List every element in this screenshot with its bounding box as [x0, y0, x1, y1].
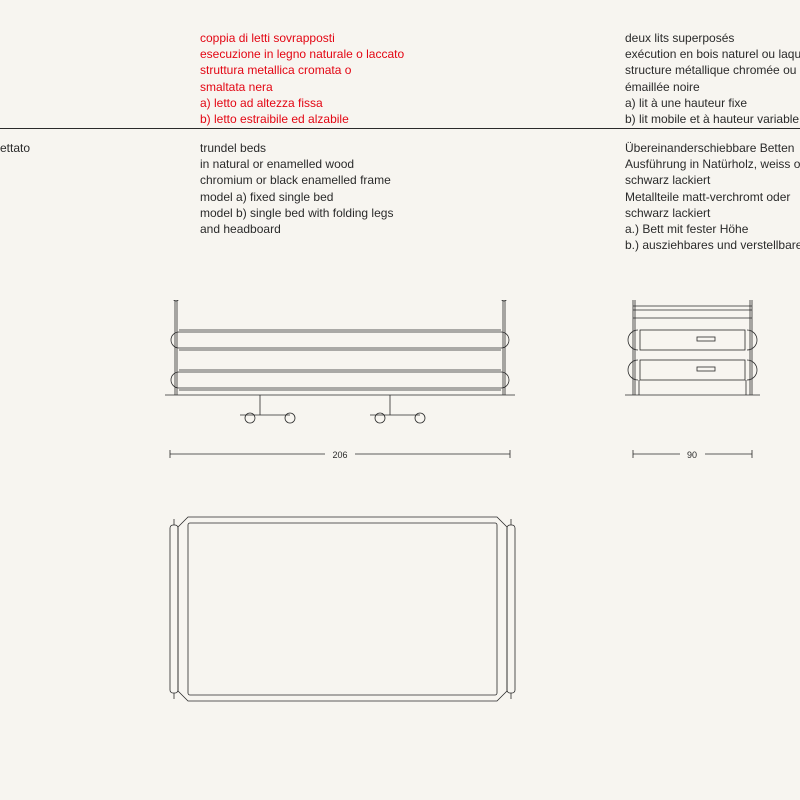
- text-line: ettato: [0, 140, 60, 156]
- text-line: Übereinanderschiebbare Betten: [625, 140, 800, 156]
- text-line: structure métallique chromée ou: [625, 62, 800, 78]
- text-line: b) letto estraibile ed alzabile: [200, 111, 450, 127]
- text-line: schwarz lackiert: [625, 205, 800, 221]
- italian-text: coppia di letti sovrapposti esecuzione i…: [200, 30, 450, 127]
- text-line: exécution en bois naturel ou laqu: [625, 46, 800, 62]
- text-line: smaltata nera: [200, 79, 450, 95]
- left-fragment-text: ettato: [0, 140, 60, 156]
- text-line: b) lit mobile et à hauteur variable: [625, 111, 800, 127]
- technical-drawings: 206: [0, 300, 800, 800]
- text-line: chromium or black enamelled frame: [200, 172, 460, 188]
- text-line: esecuzione in legno naturale o laccato: [200, 46, 450, 62]
- text-line: émaillée noire: [625, 79, 800, 95]
- dimension-length: 206: [332, 450, 347, 460]
- end-elevation: 90: [625, 300, 760, 460]
- section-divider: [0, 128, 800, 129]
- text-line: model a) fixed single bed: [200, 189, 460, 205]
- text-line: Metallteile matt-verchromt oder: [625, 189, 800, 205]
- text-line: model b) single bed with folding legs: [200, 205, 460, 221]
- text-line: trundel beds: [200, 140, 460, 156]
- text-line: a.) Bett mit fester Höhe: [625, 221, 800, 237]
- text-line: coppia di letti sovrapposti: [200, 30, 450, 46]
- text-line: a) lit à une hauteur fixe: [625, 95, 800, 111]
- text-line: schwarz lackiert: [625, 172, 800, 188]
- dimension-width: 90: [687, 450, 697, 460]
- text-line: b.) ausziehbares und verstellbares: [625, 237, 800, 253]
- side-elevation: 206: [165, 300, 515, 460]
- drawing-svg: 206: [0, 300, 800, 800]
- english-text: trundel beds in natural or enamelled woo…: [200, 140, 460, 237]
- text-line: deux lits superposés: [625, 30, 800, 46]
- german-text: Übereinanderschiebbare Betten Ausführung…: [625, 140, 800, 253]
- top-view: [170, 517, 515, 701]
- text-line: Ausführung in Natürholz, weiss od: [625, 156, 800, 172]
- french-text: deux lits superposés exécution en bois n…: [625, 30, 800, 127]
- text-line: a) letto ad altezza fissa: [200, 95, 450, 111]
- text-line: and headboard: [200, 221, 460, 237]
- text-line: in natural or enamelled wood: [200, 156, 460, 172]
- text-line: struttura metallica cromata o: [200, 62, 450, 78]
